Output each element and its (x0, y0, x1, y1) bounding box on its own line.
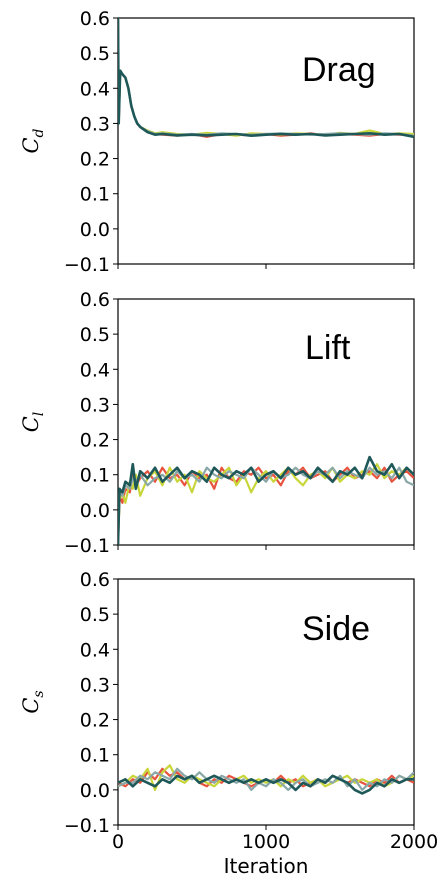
y-tick-label-lift: 0.1 (80, 465, 110, 487)
x-tick-label: 2000 (390, 831, 438, 853)
y-tick-label-side: 0.5 (80, 604, 110, 626)
y-tick-label-lift: 0.3 (80, 394, 110, 416)
panel-side: −0.1 0.0 0.1 0.2 0.3 0.4 0.5 0.6 0 1000 2000 Cs S… (19, 569, 438, 878)
y-tick-label-lift: 0.4 (80, 359, 110, 381)
axes-frame-drag (117, 17, 415, 265)
y-axis-label-drag: Cd (19, 128, 47, 153)
y-axis-label-lift: Cl (19, 412, 47, 433)
y-tick-label-side: 0.0 (80, 780, 110, 802)
x-ticks-lift (117, 545, 415, 550)
y-tick-label-side: 0.4 (80, 639, 110, 661)
y-tick-label-lift: −0.1 (64, 535, 110, 557)
annotation-drag: Drag (302, 51, 376, 89)
y-ticks-lift: −0.1 0.0 0.1 0.2 0.3 0.4 0.5 0.6 (64, 289, 118, 557)
axes-frame-lift (117, 298, 415, 546)
y-tick-label-side: 0.3 (80, 674, 110, 696)
series-line-side-4 (118, 774, 414, 795)
y-tick-label-lift: 0.0 (80, 500, 110, 522)
series-layer-side (118, 764, 414, 795)
x-ticks-drag (117, 264, 415, 269)
x-tick-label: 1000 (242, 831, 290, 853)
panel-lift: −0.1 0.0 0.1 0.2 0.3 0.4 0.5 0.6 Cl Lift (19, 289, 415, 557)
y-tick-label-drag: −0.1 (64, 254, 110, 276)
series-line-lift-4 (118, 455, 414, 545)
y-tick-label-drag: 0.2 (80, 149, 110, 171)
annotation-side: Side (302, 610, 370, 648)
y-tick-label-drag: 0.4 (80, 78, 110, 100)
y-ticks-side: −0.1 0.0 0.1 0.2 0.3 0.4 0.5 0.6 (64, 569, 118, 837)
y-tick-label-lift: 0.5 (80, 324, 110, 346)
series-line-side-3 (118, 767, 414, 792)
y-tick-label-drag: 0.5 (80, 43, 110, 65)
series-layer-drag (118, 18, 414, 139)
y-tick-label-drag: 0.0 (80, 219, 110, 241)
annotation-lift: Lift (305, 329, 351, 367)
series-line-drag-4 (118, 18, 414, 139)
y-tick-label-drag: 0.3 (80, 113, 110, 135)
y-tick-label-side: 0.2 (80, 710, 110, 732)
y-tick-label-drag: 0.6 (80, 8, 110, 30)
y-tick-label-lift: 0.2 (80, 430, 110, 452)
y-tick-label-side: 0.6 (80, 569, 110, 591)
y-tick-label-lift: 0.6 (80, 289, 110, 311)
x-axis-label: Iteration (224, 854, 309, 878)
series-line-side-2 (118, 764, 414, 792)
y-ticks-drag: −0.1 0.0 0.1 0.2 0.3 0.4 0.5 0.6 (64, 8, 118, 276)
y-tick-label-side: 0.1 (80, 745, 110, 767)
x-tick-label: 0 (112, 831, 124, 853)
y-axis-label-side: Cs (19, 690, 47, 713)
x-ticks-side: 0 1000 2000 (112, 825, 438, 853)
series-layer-lift (118, 455, 414, 545)
y-tick-label-side: −0.1 (64, 815, 110, 837)
panel-drag: −0.1 0.0 0.1 0.2 0.3 0.4 0.5 0.6 Cd Drag (19, 8, 415, 276)
y-tick-label-drag: 0.1 (80, 184, 110, 206)
